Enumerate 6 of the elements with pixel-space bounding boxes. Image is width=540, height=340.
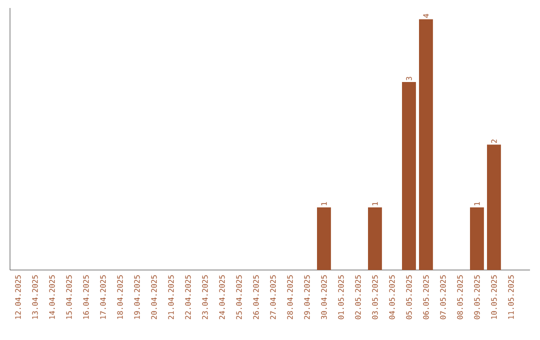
bar <box>317 207 331 270</box>
bar <box>368 207 382 270</box>
bar <box>402 82 416 270</box>
bar <box>486 144 501 270</box>
bar <box>419 19 433 270</box>
bar <box>470 207 484 270</box>
